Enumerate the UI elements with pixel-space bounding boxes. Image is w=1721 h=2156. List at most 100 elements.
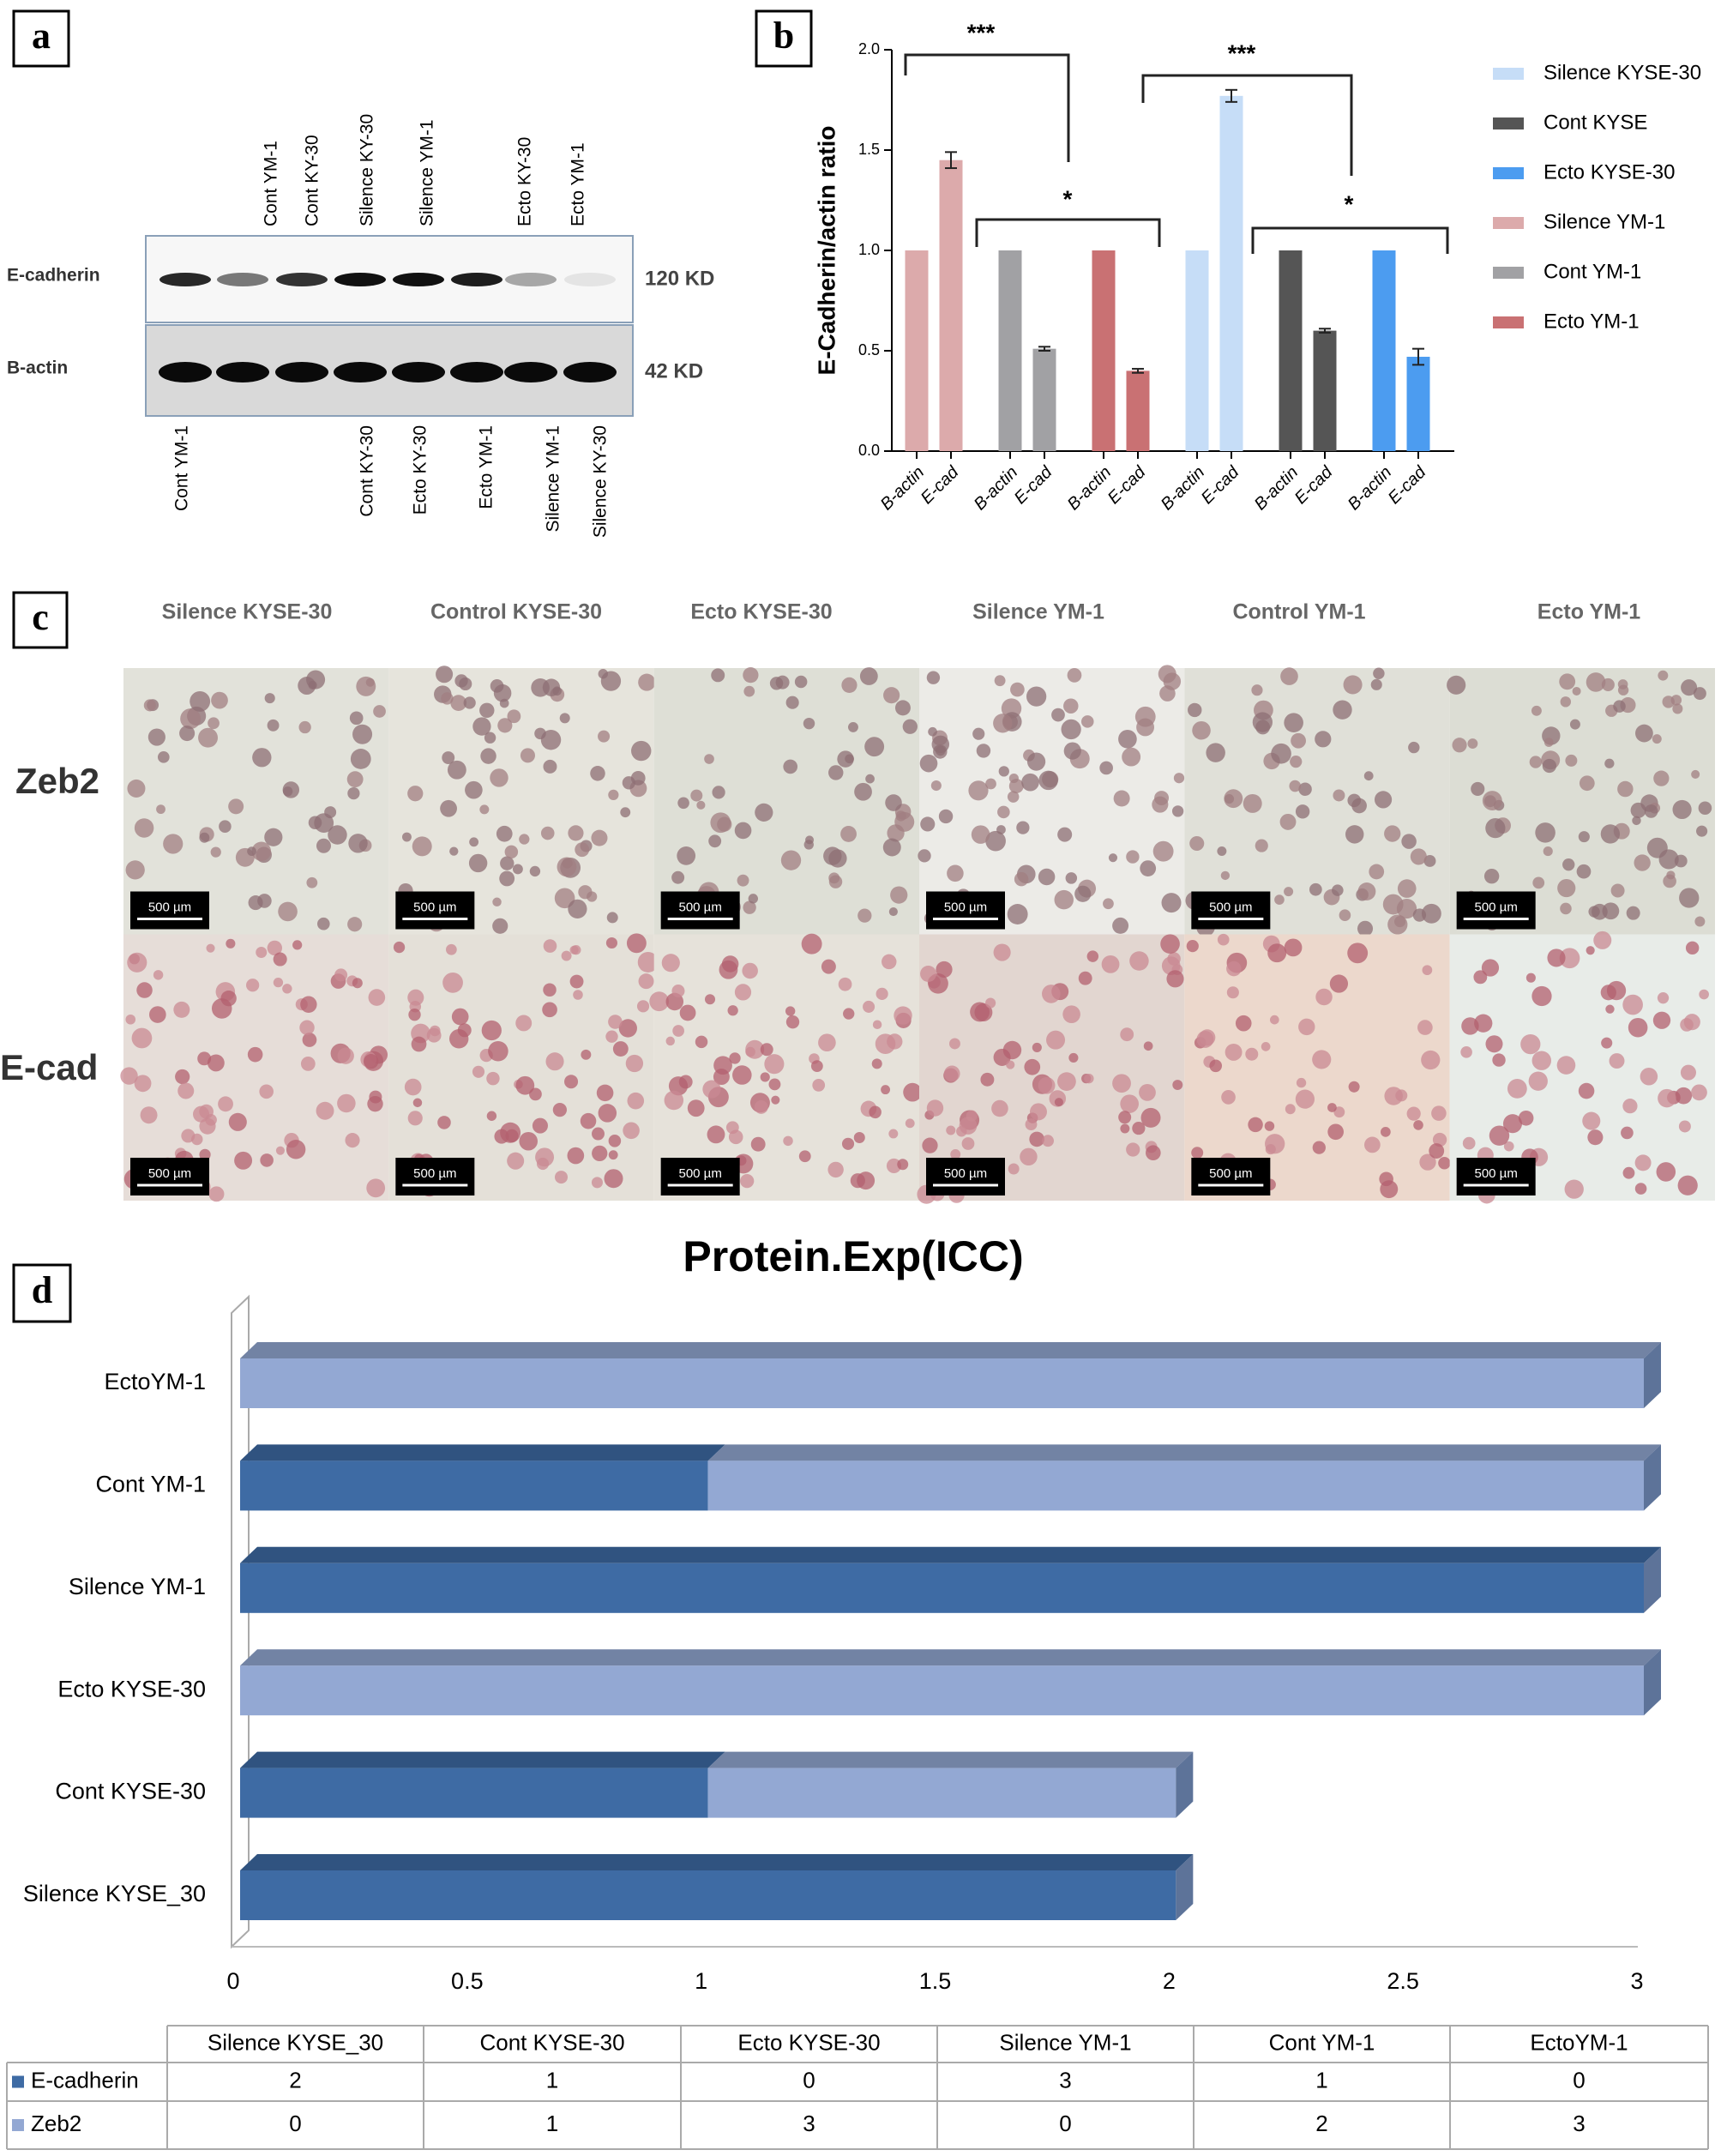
cell: [1255, 839, 1268, 852]
band: [392, 362, 445, 382]
cell: [1315, 988, 1333, 1006]
cell: [1634, 854, 1651, 871]
x-tick-label: 2: [1163, 1968, 1176, 1994]
cell: [441, 692, 454, 705]
cell: [970, 1002, 990, 1022]
cell: [1129, 951, 1149, 971]
cell: [740, 1173, 755, 1189]
cell: [1243, 793, 1262, 813]
cell: [750, 1136, 766, 1152]
x-tick-label: E-cad: [1104, 462, 1150, 508]
cell: [1074, 885, 1092, 902]
cell: [449, 846, 459, 856]
cell: [1143, 1041, 1153, 1051]
bar: [240, 1870, 1176, 1920]
cell: [1290, 756, 1303, 768]
cell: [838, 977, 852, 991]
cell: [1139, 1083, 1156, 1101]
cell: [713, 1056, 732, 1075]
band: [334, 362, 387, 382]
x-tick-label: E-cad: [1011, 462, 1056, 508]
bar: [1032, 348, 1056, 451]
cell: [479, 804, 490, 815]
cell: [785, 696, 799, 709]
bar-top: [707, 1751, 1194, 1768]
cell: [1559, 673, 1576, 690]
cell: [440, 799, 457, 817]
table-header: EctoYM-1: [1530, 2029, 1628, 2055]
legend-swatch: [1493, 267, 1524, 279]
cell: [136, 982, 153, 998]
cell: [649, 991, 670, 1012]
cell: [1542, 758, 1557, 774]
cell: [1209, 1059, 1223, 1073]
cell: [1329, 974, 1349, 993]
panel-box: [12, 591, 69, 649]
cell: [1485, 1035, 1503, 1053]
cell: [465, 780, 483, 799]
legend-swatch: [1493, 217, 1524, 229]
cell: [606, 912, 618, 924]
bar: [707, 1768, 1176, 1818]
cell: [569, 974, 584, 989]
cell: [1010, 682, 1025, 697]
cell: [299, 1020, 315, 1035]
cell: [147, 728, 165, 746]
cell: [317, 917, 330, 930]
cell: [218, 1096, 233, 1112]
cell: [857, 1171, 876, 1190]
cell: [1656, 1162, 1676, 1182]
lane-label: Ecto KY-30: [411, 425, 430, 515]
cell: [926, 1099, 944, 1117]
cell: [1698, 801, 1712, 816]
cell: [134, 1075, 152, 1093]
cell: [1269, 1015, 1279, 1025]
cell: [1613, 700, 1626, 713]
cell: [1315, 731, 1332, 748]
cell: [1678, 1120, 1691, 1133]
panel-b: 0.0 0.5 1.0 1.5 2.0 E-Cadherin/actin ratio B-a…: [813, 19, 1701, 514]
cell: [823, 846, 842, 865]
cell: [407, 1111, 423, 1126]
significance-bracket: [904, 53, 1070, 162]
bar: [1372, 250, 1396, 451]
cell: [845, 754, 854, 764]
cell: [1024, 1058, 1041, 1075]
cell: [1576, 864, 1592, 879]
bar: [905, 250, 929, 451]
cell: [1225, 1043, 1243, 1061]
cell: [864, 737, 885, 757]
cell: [199, 1104, 214, 1119]
cell: [407, 786, 424, 802]
cell: [206, 943, 215, 953]
cell: [1339, 909, 1351, 921]
x-tick-label: B-actin: [1251, 463, 1303, 515]
cell: [717, 816, 732, 832]
cell: [1421, 1050, 1441, 1070]
micrograph: [123, 668, 389, 935]
cell: [1683, 1014, 1700, 1031]
cell: [125, 1014, 136, 1025]
column-header: Silence KYSE-30: [162, 600, 333, 624]
cell: [1396, 898, 1417, 919]
cell: [734, 984, 752, 1001]
cell: [561, 950, 572, 961]
cell: [783, 1135, 793, 1147]
cell: [1167, 952, 1181, 966]
cell: [1401, 834, 1417, 849]
cell: [1485, 818, 1506, 839]
cell: [1578, 1082, 1595, 1099]
cell: [598, 730, 611, 743]
cell: [637, 952, 659, 973]
legend-swatch: [12, 2119, 24, 2131]
cell: [1384, 825, 1401, 842]
cell: [711, 668, 725, 683]
x-tick-label: E-cad: [1198, 462, 1243, 508]
bar-end: [1644, 1649, 1661, 1716]
cell: [672, 1025, 684, 1037]
bar-top-shade: [240, 1444, 725, 1461]
cell: [1189, 835, 1205, 852]
cell: [887, 1033, 903, 1050]
cell: [998, 766, 1009, 777]
cell: [1357, 920, 1374, 936]
